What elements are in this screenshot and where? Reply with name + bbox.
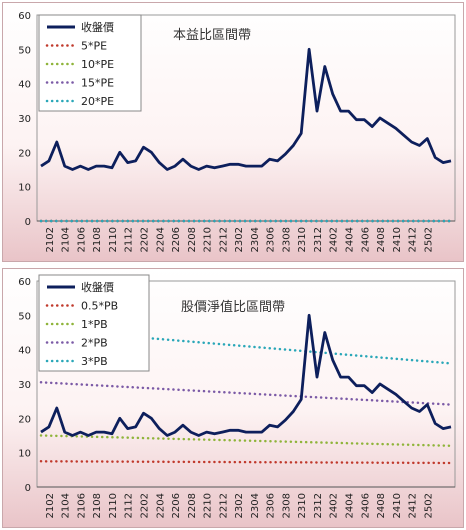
x-tick-label: 2212 (218, 493, 229, 518)
chart-title: 股價淨值比區間帶 (181, 299, 285, 315)
pb-band-chart: 0 10 20 30 40 50 60 2102 2104 2106 2108 2110 2112 220… (2, 268, 464, 528)
x-tick-label: 2210 (203, 227, 214, 252)
x-tick-label: 2302 (234, 493, 245, 518)
x-tick-label: 2312 (313, 227, 324, 252)
y-tick-label: 50 (18, 311, 31, 322)
series-line (39, 434, 453, 448)
x-tick-label: 2110 (108, 493, 119, 518)
y-tick-label: 40 (18, 80, 31, 91)
x-tick-label: 2308 (281, 493, 292, 518)
legend-label: 收盤價 (81, 280, 114, 294)
y-tick-label: 10 (18, 183, 31, 194)
legend-label: 10*PE (81, 58, 114, 71)
x-tick-label: 2204 (155, 227, 166, 252)
x-tick-label: 2312 (313, 493, 324, 518)
x-tick-label: 2308 (281, 227, 292, 252)
x-tick-label: 2210 (203, 493, 214, 518)
x-tick-label: 2404 (345, 493, 356, 518)
y-tick-label: 50 (18, 45, 31, 56)
pe-band-chart: 0 10 20 30 40 50 60 2102 2104 2106 2108 2110 2112 220… (2, 2, 464, 262)
x-tick-label: 2208 (187, 493, 198, 518)
y-tick-label: 30 (18, 114, 31, 125)
pb-band-chart-svg: 0 10 20 30 40 50 60 2102 2104 2106 2108 2110 2112 220… (18, 274, 456, 518)
legend-label: 15*PE (81, 77, 114, 90)
y-tick-label: 40 (18, 346, 31, 357)
x-tick-label: 2206 (171, 227, 182, 252)
legend-label: 3*PB (81, 355, 108, 368)
x-tick-label: 2402 (329, 493, 340, 518)
legend-label: 0.5*PB (81, 300, 118, 313)
x-tick-label: 2104 (61, 493, 72, 518)
x-tick-label: 2410 (392, 227, 403, 252)
x-tick-label: 2310 (297, 493, 308, 518)
y-tick-label: 60 (18, 11, 31, 22)
y-tick-label: 0 (25, 483, 31, 494)
x-tick-label: 2502 (423, 227, 434, 252)
x-tick-label: 2412 (408, 227, 419, 252)
x-tick-label: 2408 (376, 227, 387, 252)
x-tick-label: 2406 (360, 493, 371, 518)
x-tick-label: 2204 (155, 493, 166, 518)
x-tick-label: 2112 (124, 493, 135, 518)
y-tick-label: 20 (18, 148, 31, 159)
x-tick-label: 2102 (45, 493, 56, 518)
x-tick-label: 2306 (266, 227, 277, 252)
series-line (39, 381, 453, 406)
x-tick-label: 2306 (266, 493, 277, 518)
x-tick-label: 2406 (360, 227, 371, 252)
x-tick-label: 2408 (376, 493, 387, 518)
x-tick-label: 2202 (140, 227, 151, 252)
x-tick-label: 2302 (234, 227, 245, 252)
legend-label: 1*PB (81, 318, 108, 331)
x-tick-label: 2108 (92, 227, 103, 252)
series-line (40, 313, 452, 437)
y-tick-label: 60 (18, 277, 31, 288)
x-tick-label: 2106 (76, 493, 87, 518)
x-tick-label: 2404 (345, 227, 356, 252)
pe-band-chart-svg: 0 10 20 30 40 50 60 2102 2104 2106 2108 2110 2112 220… (18, 11, 456, 252)
x-tick-label: 2202 (140, 493, 151, 518)
x-tick-label: 2112 (124, 227, 135, 252)
x-tick-label: 2104 (61, 227, 72, 252)
legend-label: 2*PB (81, 337, 108, 350)
legend-label: 20*PE (81, 95, 114, 108)
x-tick-label: 2410 (392, 493, 403, 518)
x-tick-label: 2304 (250, 227, 261, 252)
x-tick-label: 2212 (218, 227, 229, 252)
x-tick-label: 2310 (297, 227, 308, 252)
x-tick-label: 2206 (171, 493, 182, 518)
legend-label: 收盤價 (81, 20, 114, 34)
x-tick-label: 2412 (408, 493, 419, 518)
series-line (39, 327, 453, 365)
x-tick-label: 2502 (423, 493, 434, 518)
x-tick-label: 2304 (250, 493, 261, 518)
x-tick-label: 2208 (187, 227, 198, 252)
series-line (40, 47, 452, 171)
legend-label: 5*PE (81, 40, 107, 53)
series-line (39, 460, 453, 465)
x-tick-label: 2402 (329, 227, 340, 252)
y-tick-label: 0 (25, 217, 31, 228)
x-tick-label: 2110 (108, 227, 119, 252)
x-tick-label: 2106 (76, 227, 87, 252)
x-tick-label: 2102 (45, 227, 56, 252)
y-tick-label: 10 (18, 449, 31, 460)
y-tick-label: 20 (18, 414, 31, 425)
legend (38, 14, 142, 112)
y-tick-label: 30 (18, 380, 31, 391)
x-tick-label: 2108 (92, 493, 103, 518)
chart-title: 本益比區間帶 (173, 28, 251, 43)
